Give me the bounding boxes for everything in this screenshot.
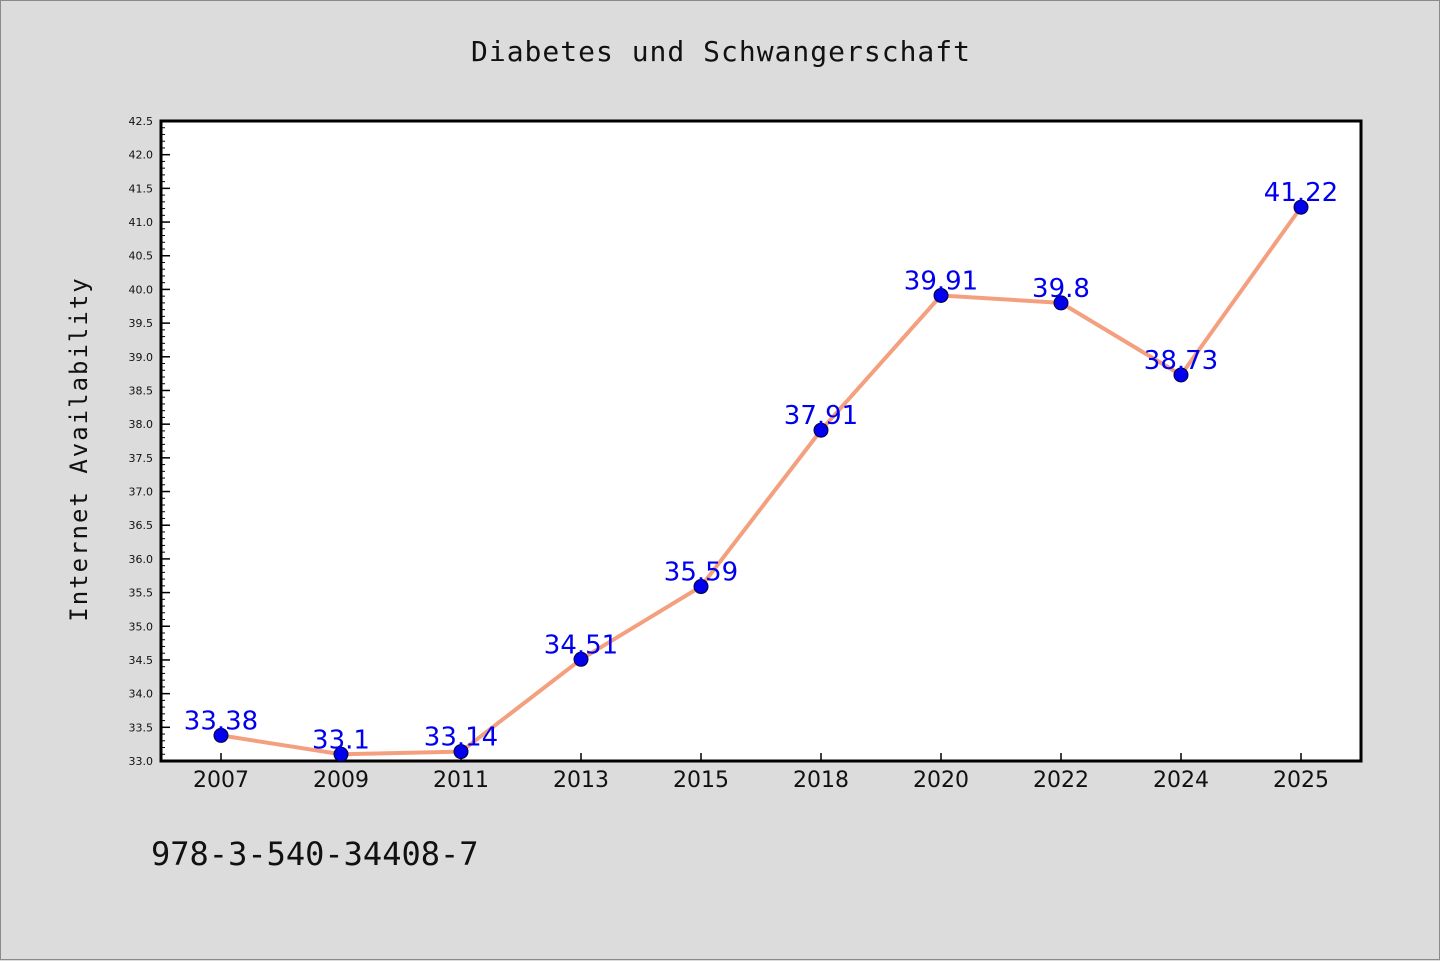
- y-tick-label: 40.5: [129, 250, 154, 263]
- x-tick-label: 2011: [433, 768, 489, 793]
- data-label: 41.22: [1264, 178, 1338, 208]
- data-label: 33.38: [184, 706, 258, 736]
- y-tick-label: 38.0: [129, 418, 154, 431]
- chart-title: Diabetes und Schwangerschaft: [470, 35, 971, 68]
- x-tick-label: 2009: [313, 768, 369, 793]
- data-label: 37.91: [784, 401, 858, 431]
- x-tick-label: 2022: [1033, 768, 1089, 793]
- y-tick-label: 37.5: [129, 452, 154, 465]
- x-tick-label: 2025: [1273, 768, 1329, 793]
- x-tick-label: 2024: [1153, 768, 1209, 793]
- data-point: [573, 651, 589, 667]
- y-tick-label: 35.0: [129, 620, 154, 633]
- x-tick-label: 2018: [793, 768, 849, 793]
- y-tick-label: 34.5: [129, 654, 154, 667]
- y-tick-label: 40.0: [129, 283, 154, 296]
- y-tick-label: 35.5: [129, 587, 154, 600]
- y-tick-label: 34.0: [129, 688, 154, 701]
- y-tick-label: 39.0: [129, 351, 154, 364]
- y-tick-label: 37.0: [129, 486, 154, 499]
- y-tick-label: 42.5: [129, 115, 154, 128]
- data-label: 38.73: [1144, 346, 1218, 376]
- data-label: 39.91: [904, 266, 978, 296]
- data-point: [1293, 199, 1309, 215]
- y-tick-label: 41.5: [129, 182, 154, 195]
- data-label: 33.1: [312, 725, 370, 755]
- data-point: [333, 746, 349, 762]
- data-point: [693, 579, 709, 595]
- x-tick-label: 2007: [193, 768, 249, 793]
- y-tick-label: 39.5: [129, 317, 154, 330]
- y-tick-label: 36.0: [129, 553, 154, 566]
- x-tick-label: 2020: [913, 768, 969, 793]
- data-label: 34.51: [544, 630, 618, 660]
- y-tick-label: 41.0: [129, 216, 154, 229]
- y-axis-label: Internet Availability: [65, 276, 93, 621]
- y-tick-label: 33.0: [129, 755, 154, 768]
- data-point: [213, 727, 229, 743]
- data-point: [933, 287, 949, 303]
- data-point: [453, 744, 469, 760]
- data-point: [813, 422, 829, 438]
- x-tick-label: 2015: [673, 768, 729, 793]
- y-tick-label: 38.5: [129, 384, 154, 397]
- data-point: [1173, 367, 1189, 383]
- x-axis: 2007 2009 2011 2013 2015 2018 2020 2022 2024 2025: [193, 753, 1329, 793]
- data-label: 35.59: [664, 558, 738, 588]
- isbn-text: 978-3-540-34408-7: [151, 835, 479, 873]
- y-axis: 33.0 33.5 34.0 34.5 35.0 35.5 36.0 36.5 37.0 37.5…: [129, 115, 170, 768]
- y-tick-label: 36.5: [129, 519, 154, 532]
- y-tick-label: 33.5: [129, 721, 154, 734]
- y-tick-label: 42.0: [129, 149, 154, 162]
- series-line: [219, 205, 1303, 757]
- series-points: [213, 199, 1309, 762]
- data-label: 33.14: [424, 723, 498, 753]
- data-labels: 33.38 33.1 33.14 34.51 35.59 37.91 39.91 39.8 38…: [184, 178, 1338, 755]
- data-point: [1053, 295, 1069, 311]
- x-tick-label: 2013: [553, 768, 609, 793]
- plot-area: [159, 119, 1363, 763]
- data-label: 39.8: [1032, 274, 1090, 304]
